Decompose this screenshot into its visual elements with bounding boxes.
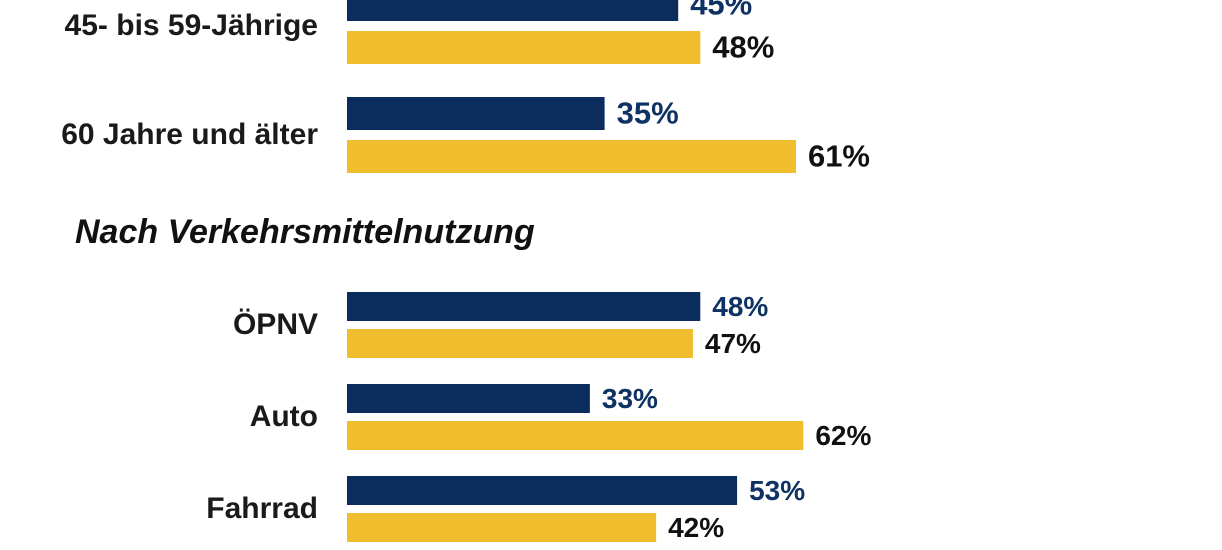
- value-label: 42%: [668, 512, 724, 543]
- category-label: Auto: [250, 400, 318, 433]
- value-label: 45%: [690, 0, 752, 22]
- bar: [347, 0, 679, 21]
- bar: [347, 140, 796, 173]
- bar: [347, 329, 693, 358]
- value-label: 35%: [617, 96, 679, 131]
- bar: [347, 513, 657, 542]
- value-label: 33%: [602, 383, 658, 414]
- value-label: 61%: [808, 139, 870, 174]
- category-label: 45- bis 59-Jährige: [65, 9, 318, 42]
- bar: [347, 421, 804, 450]
- value-label: 47%: [705, 328, 761, 359]
- bar: [347, 476, 738, 505]
- value-label: 48%: [712, 30, 774, 65]
- bar: [347, 384, 590, 413]
- category-label: 60 Jahre und älter: [61, 118, 318, 151]
- section-title: Nach Verkehrsmittelnutzung: [75, 213, 535, 251]
- bar: [347, 31, 701, 64]
- value-label: 48%: [712, 291, 768, 322]
- category-label: ÖPNV: [233, 308, 318, 341]
- bar: [347, 97, 605, 130]
- category-label: Fahrrad: [206, 492, 318, 525]
- bar: [347, 292, 701, 321]
- value-label: 62%: [815, 420, 871, 451]
- value-label: 53%: [749, 475, 805, 506]
